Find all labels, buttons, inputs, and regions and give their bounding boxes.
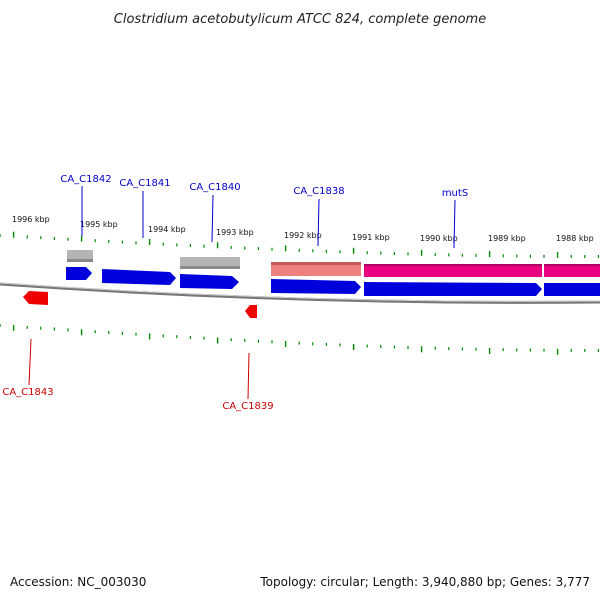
gene-arrow-ca-c1840[interactable] xyxy=(180,274,239,289)
topology-summary-text: Topology: circular; Length: 3,940,880 bp… xyxy=(259,575,590,589)
tick-marks-top xyxy=(0,231,600,258)
kbp-label-1994: 1994 kbp xyxy=(148,225,186,234)
gene-label-muts[interactable]: mutS xyxy=(442,188,468,199)
leader-ca-c1838 xyxy=(317,198,320,247)
feature-lightpink-1838[interactable] xyxy=(271,262,361,276)
gene-arrow-muts[interactable] xyxy=(364,282,542,296)
label-leaders xyxy=(28,186,456,400)
genome-backbone-highlight xyxy=(0,282,600,302)
gene-labels: CA_C1842 CA_C1841 CA_C1840 CA_C1838 mutS… xyxy=(2,174,468,412)
kbp-labels: 1996 kbp 1995 kbp 1994 kbp 1993 kbp 1992… xyxy=(12,215,594,243)
leader-ca-c1839 xyxy=(247,352,250,400)
leader-ca-c1840 xyxy=(211,194,214,243)
accession-text: Accession: NC_003030 xyxy=(10,575,146,589)
leader-muts xyxy=(453,199,456,249)
feature-gray-1840[interactable] xyxy=(180,257,240,269)
gene-arrow-ca-c1842[interactable] xyxy=(66,267,92,280)
leader-ca-c1843 xyxy=(28,338,32,386)
kbp-label-1991: 1991 kbp xyxy=(352,233,390,242)
map-title: Clostridium acetobutylicum ATCC 824, com… xyxy=(114,12,486,27)
gene-arrow-ca-c1839[interactable] xyxy=(245,305,257,318)
kbp-label-1988: 1988 kbp xyxy=(556,234,594,243)
gene-arrow-next[interactable] xyxy=(544,283,600,296)
feature-gray-1842[interactable] xyxy=(67,250,93,262)
feature-pink-next[interactable] xyxy=(544,264,600,277)
kbp-label-1995: 1995 kbp xyxy=(80,220,118,229)
feature-track xyxy=(67,250,600,277)
gene-label-ca-c1839[interactable]: CA_C1839 xyxy=(222,401,273,412)
gene-arrow-ca-c1843[interactable] xyxy=(23,291,48,305)
genome-backbone xyxy=(0,282,600,304)
kbp-label-1993: 1993 kbp xyxy=(216,228,254,237)
forward-genes xyxy=(66,267,600,296)
gene-arrow-ca-c1841[interactable] xyxy=(102,269,176,285)
tick-marks-bottom xyxy=(0,324,600,355)
gene-label-ca-c1841[interactable]: CA_C1841 xyxy=(119,178,170,189)
kbp-label-1992: 1992 kbp xyxy=(284,231,322,240)
reverse-genes xyxy=(23,291,257,318)
gene-label-ca-c1840[interactable]: CA_C1840 xyxy=(189,182,240,193)
kbp-label-1989: 1989 kbp xyxy=(488,234,526,243)
kbp-label-1996: 1996 kbp xyxy=(12,215,50,224)
gene-label-ca-c1842[interactable]: CA_C1842 xyxy=(60,174,111,185)
kbp-label-1990: 1990 kbp xyxy=(420,234,458,243)
gene-label-ca-c1843[interactable]: CA_C1843 xyxy=(2,387,53,398)
gene-arrow-ca-c1838[interactable] xyxy=(271,279,361,294)
gene-label-ca-c1838[interactable]: CA_C1838 xyxy=(293,186,344,197)
feature-pink-muts[interactable] xyxy=(364,264,542,277)
